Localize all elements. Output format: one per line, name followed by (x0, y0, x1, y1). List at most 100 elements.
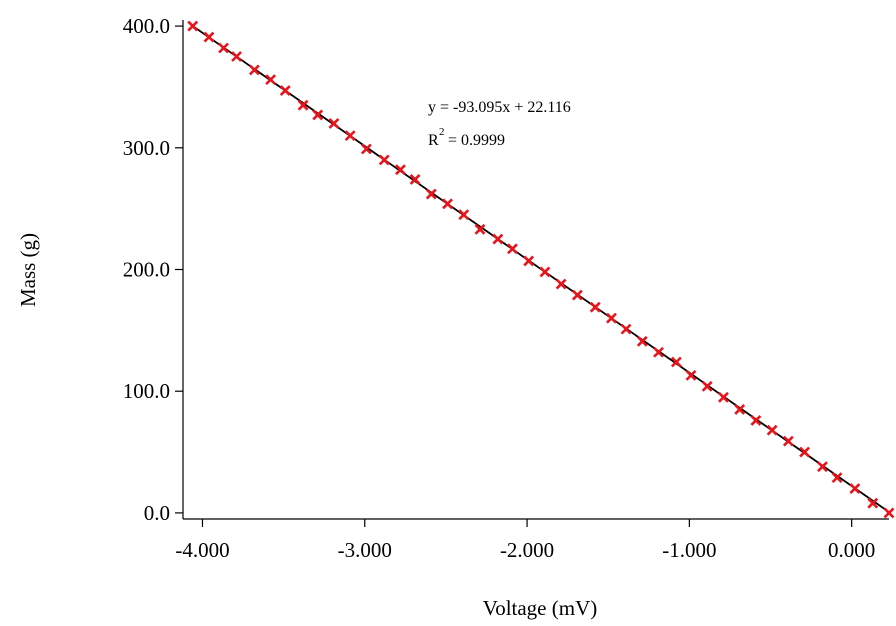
data-point-center (786, 439, 791, 444)
data-point-center (770, 428, 775, 433)
data-point-center (688, 373, 693, 378)
data-point-center (721, 395, 726, 400)
data-point-center (624, 327, 629, 332)
data-point (782, 435, 794, 447)
data-point (799, 446, 811, 458)
data-point (849, 483, 861, 494)
r-squared: R 2 = 0.9999 (428, 126, 505, 149)
data-point (248, 64, 260, 76)
r-squared-value: = 0.9999 (448, 132, 505, 149)
x-axis-title: Voltage (mV) (483, 596, 598, 620)
data-point (425, 188, 437, 200)
data-point-center (445, 201, 450, 206)
data-point-center (331, 121, 336, 126)
data-point-center (593, 305, 598, 310)
data-point (344, 130, 356, 142)
data-point (203, 31, 215, 43)
data-point (620, 323, 632, 335)
data-point (187, 20, 199, 32)
data-point (395, 164, 406, 176)
x-tick-label: -1.000 (662, 538, 716, 562)
y-tick-label: 100.0 (123, 379, 170, 403)
data-point (458, 209, 470, 221)
data-point (653, 346, 664, 358)
data-point-center (542, 269, 547, 274)
data-point-center (461, 212, 466, 217)
data-point-center (640, 339, 645, 344)
r-squared-symbol: R (428, 132, 439, 149)
data-point-center (835, 475, 840, 480)
data-point (442, 198, 453, 210)
x-axis-ticks: -4.000 -3.000 -2.000 -1.000 0.000 (175, 519, 875, 562)
x-tick-label: -3.000 (338, 538, 392, 562)
data-point (766, 424, 778, 436)
data-point (409, 174, 421, 185)
data-point (312, 109, 324, 121)
data-point-center (348, 133, 353, 138)
data-point (571, 289, 583, 301)
data-point-center (495, 237, 500, 242)
data-point-center (737, 407, 742, 412)
data-point-center (268, 77, 273, 82)
data-point-center (301, 103, 306, 108)
data-point (507, 243, 518, 255)
data-point-center (382, 157, 387, 162)
data-point (265, 74, 277, 86)
data-point (734, 404, 746, 415)
data-point (883, 507, 895, 519)
data-point-center (575, 293, 580, 298)
data-point (606, 312, 617, 324)
data-point-center (820, 464, 825, 469)
data-point-center (413, 177, 418, 182)
y-tick-label: 0.0 (144, 501, 170, 525)
data-point (523, 255, 535, 267)
y-tick-label: 300.0 (123, 136, 170, 160)
x-tick-label: -2.000 (500, 538, 554, 562)
data-point (701, 380, 713, 392)
data-point-center (364, 147, 369, 152)
data-point (218, 42, 229, 54)
r-squared-exponent: 2 (439, 126, 445, 138)
fit-equation: y = -93.095x + 22.116 (428, 99, 571, 116)
data-point (589, 301, 601, 313)
data-points (187, 20, 895, 519)
data-point-center (753, 418, 758, 423)
data-point (279, 85, 291, 97)
data-point-center (609, 316, 614, 321)
data-point (685, 369, 697, 381)
data-point (555, 278, 567, 290)
data-point (231, 51, 242, 62)
data-point (378, 154, 390, 166)
data-point (670, 356, 682, 368)
data-point-center (887, 510, 891, 515)
data-point-center (478, 227, 483, 232)
data-point-center (802, 450, 807, 455)
data-point-center (315, 112, 320, 117)
x-tick-label: 0.000 (828, 538, 875, 562)
data-point (636, 335, 648, 347)
data-point (328, 118, 340, 129)
data-point-center (705, 384, 710, 389)
data-point-center (221, 45, 226, 50)
data-point (297, 99, 309, 111)
y-axis-title: Mass (g) (16, 233, 40, 307)
data-point (492, 233, 504, 245)
data-point-center (526, 258, 531, 263)
data-point (750, 414, 762, 426)
data-point (360, 143, 372, 155)
data-point (474, 223, 486, 235)
data-point-center (870, 501, 875, 506)
data-point (718, 391, 729, 403)
data-point-center (559, 282, 564, 287)
data-point-center (656, 350, 661, 355)
y-tick-label: 400.0 (123, 14, 170, 38)
data-point-center (190, 24, 195, 29)
data-point-center (510, 246, 515, 251)
x-tick-label: -4.000 (175, 538, 229, 562)
data-point-center (283, 88, 288, 93)
data-point-center (852, 486, 857, 491)
data-point-center (429, 192, 434, 197)
data-point (539, 266, 551, 278)
y-tick-label: 200.0 (123, 258, 170, 282)
